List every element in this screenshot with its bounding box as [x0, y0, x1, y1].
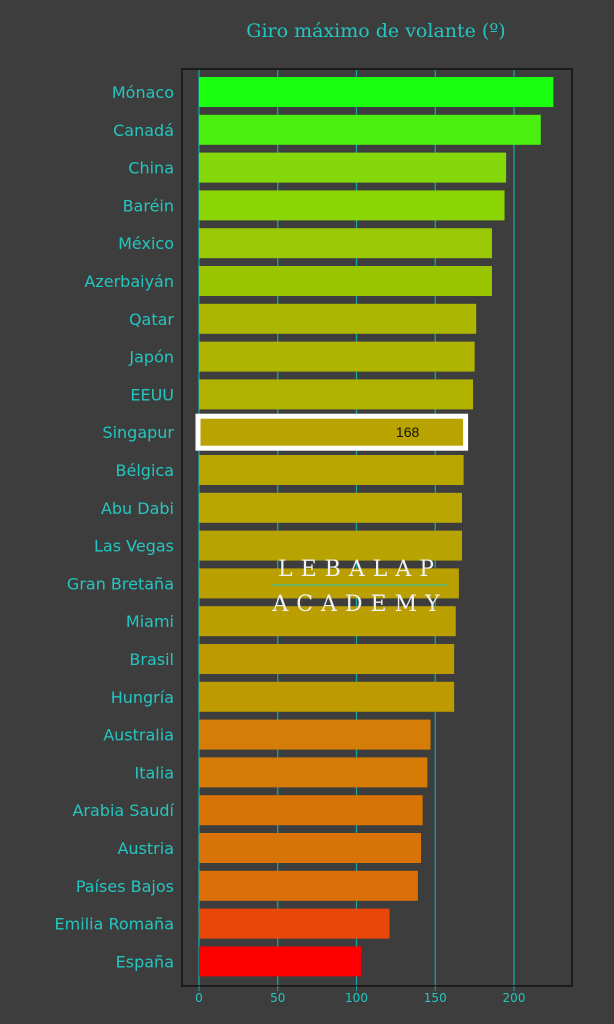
bar [199, 833, 422, 863]
bar [199, 757, 428, 788]
chart-title: Giro máximo de volante (º) [246, 20, 505, 42]
bar [199, 908, 390, 939]
watermark-line2: ACADEMY [271, 592, 447, 617]
highlight-group: 168 [195, 413, 469, 451]
category-label: Arabia Saudí [72, 801, 174, 820]
highlight-box [195, 413, 469, 451]
bar [199, 379, 474, 410]
category-label: Japón [128, 348, 174, 367]
x-tick-label: 50 [270, 991, 285, 1005]
bar [199, 870, 418, 901]
x-tick-label: 0 [195, 991, 203, 1005]
category-label: Miami [126, 612, 174, 631]
bar [199, 152, 507, 183]
category-label: Australia [103, 726, 174, 745]
category-label: España [116, 952, 174, 971]
bar [199, 530, 463, 561]
bar [199, 568, 459, 599]
watermark-line1: LEBALAP [278, 557, 442, 582]
category-label: Hungría [111, 688, 174, 707]
bar [199, 946, 362, 977]
bar [199, 228, 492, 259]
bar [199, 303, 477, 334]
watermark: LEBALAP ACADEMY [271, 557, 448, 617]
category-label: Canadá [113, 121, 174, 140]
x-axis-ticks: 0 50 100 150 200 [195, 986, 525, 1005]
category-label: EEUU [130, 385, 174, 404]
bar [199, 681, 455, 712]
bar [199, 455, 464, 485]
highlight-value-label: 168 [396, 424, 420, 440]
x-tick-label: 100 [345, 991, 368, 1005]
grid-lines [198, 70, 515, 985]
x-tick-label: 150 [424, 991, 447, 1005]
category-label: Gran Bretaña [67, 574, 174, 593]
category-label: Baréin [123, 196, 174, 215]
x-tick-label: 200 [503, 991, 526, 1005]
category-label: Italia [135, 763, 175, 782]
bars [199, 77, 554, 977]
category-label: Mónaco [112, 83, 174, 102]
bar [199, 77, 554, 107]
category-labels: Mónaco Canadá China Baréin México Azerbaiyán Q… [55, 83, 175, 971]
category-label: Qatar [129, 310, 174, 329]
category-label: Singapur [102, 423, 174, 442]
category-label: México [118, 234, 174, 253]
bar [199, 341, 475, 372]
bar [199, 644, 455, 674]
category-label: Abu Dabi [101, 499, 174, 518]
category-label: Azerbaiyán [84, 272, 174, 291]
category-label: Bélgica [116, 461, 174, 480]
bar [199, 492, 463, 523]
bar [199, 795, 423, 826]
bar [199, 719, 431, 750]
bar [199, 417, 464, 448]
category-label: Austria [117, 839, 174, 858]
bar [199, 190, 505, 221]
category-label: Emilia Romaña [55, 915, 174, 934]
category-label: Las Vegas [94, 537, 174, 556]
category-label: Países Bajos [76, 877, 174, 896]
bar [199, 266, 492, 296]
category-label: Brasil [129, 650, 174, 669]
bar [199, 114, 541, 145]
category-label: China [128, 159, 174, 178]
bar [199, 606, 456, 637]
